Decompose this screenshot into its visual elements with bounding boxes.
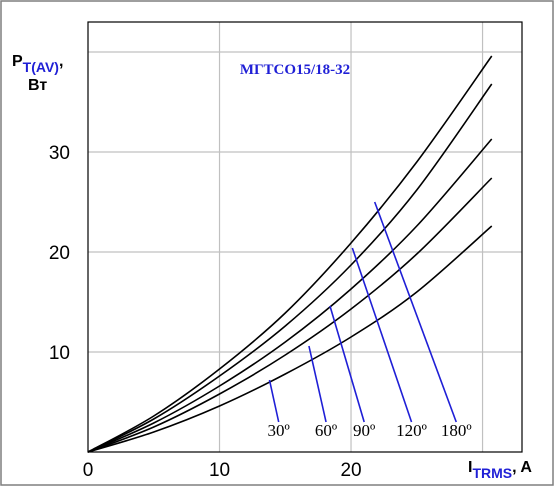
y-axis-unit: Вт: [28, 77, 47, 94]
angle-marker-line-1: [268, 379, 280, 423]
angle-marker-label-1: 30º: [268, 421, 290, 440]
x-axis-label-suffix: , A: [512, 459, 532, 476]
angle-markers: 30º 60º 90º 120º 180º: [268, 201, 472, 440]
angle-marker-label-2: 60º: [315, 421, 337, 440]
x-tick-label-10: 10: [209, 460, 230, 481]
series-line-4: [87, 83, 493, 453]
grid: [88, 22, 522, 452]
y-tick-label-10: 10: [49, 343, 70, 364]
angle-marker-line-5: [373, 201, 457, 423]
series-line-2: [87, 177, 493, 453]
angle-marker-line-3: [329, 305, 365, 423]
series-line-1: [87, 225, 493, 453]
x-tick-label-0: 0: [83, 460, 94, 481]
y-tick-label-20: 20: [49, 243, 70, 264]
angle-marker-label-3: 90º: [353, 421, 375, 440]
chart-title: МГТСО15/18-32: [240, 62, 350, 78]
series-line-3: [87, 138, 493, 453]
plot-frame: [87, 21, 523, 453]
x-tick-label-20: 20: [340, 460, 361, 481]
x-axis-label: ITRMS, A: [468, 459, 532, 481]
angle-marker-line-4: [351, 247, 413, 423]
angle-marker-label-4: 120º: [396, 421, 427, 440]
x-axis-label-sub: TRMS: [472, 465, 512, 481]
angle-marker-line-2: [308, 345, 327, 423]
x-axis-label-main: I: [468, 459, 472, 476]
series-line-5: [87, 55, 493, 453]
tick-labels: 0 10 20 10 20 30: [49, 143, 362, 481]
y-axis-label-suffix: ,: [59, 53, 63, 70]
curves: [87, 55, 493, 453]
y-tick-label-30: 30: [49, 143, 70, 164]
y-axis-label-sub: T(AV): [23, 59, 59, 75]
y-axis-label: PT(AV),: [12, 53, 63, 75]
angle-marker-label-5: 180º: [441, 421, 472, 440]
y-axis-label-main: P: [12, 53, 23, 70]
